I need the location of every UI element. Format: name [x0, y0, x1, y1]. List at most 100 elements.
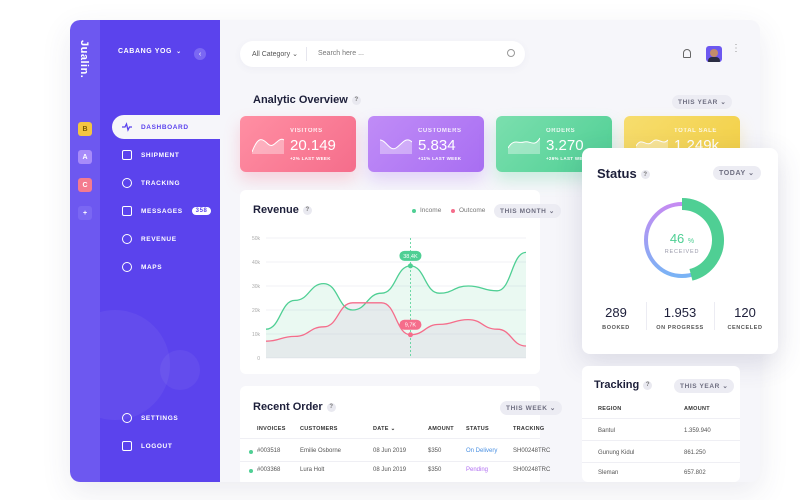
overview-range-dropdown[interactable]: THIS YEAR ⌄	[672, 95, 733, 109]
region-name: Sleman	[598, 470, 619, 476]
workspace-b[interactable]: B	[78, 122, 92, 136]
order-date: 08 Jun 2019	[373, 467, 407, 473]
order-amount: $350	[428, 448, 442, 454]
column-header-date[interactable]: DATE ⌄	[373, 426, 396, 432]
revenue-range-dropdown[interactable]: THIS MONTH ⌄	[494, 204, 561, 218]
column-header: REGION	[598, 406, 622, 412]
sidebar-item-messages[interactable]: MESSAGES 358	[112, 199, 220, 223]
help-icon[interactable]: ?	[302, 205, 312, 215]
add-workspace-button[interactable]: +	[78, 206, 92, 220]
data-label: 38,4K	[403, 254, 418, 260]
section-title: Analytic Overview	[253, 94, 348, 106]
recent-order-title: Recent Order?	[253, 401, 336, 413]
customers-card[interactable]: CUSTOMERS 5.834 +11% LAST WEEK	[368, 116, 484, 172]
table-row[interactable]: Gunung Kidul 861.250	[582, 440, 740, 462]
sidebar-item-label: LOGOUT	[141, 442, 173, 450]
divider	[240, 461, 540, 462]
sidebar-item-dashboard[interactable]: DASHBOARD	[112, 115, 220, 139]
received-percent: 46 %	[638, 231, 726, 246]
section-title: Status	[597, 166, 637, 181]
status-range-dropdown[interactable]: TODAY ⌄	[713, 166, 761, 180]
help-icon[interactable]: ?	[326, 402, 336, 412]
customer-name: Emilie Osborne	[300, 448, 342, 454]
workspace-c[interactable]: C	[78, 178, 92, 192]
collapse-sidebar-button[interactable]: ‹	[194, 48, 206, 60]
revenue-chart: 0 10k 20k 30k 40k 50k 38,4K 9,7K	[252, 236, 527, 362]
chevron-down-icon: ⌄	[176, 49, 182, 55]
section-title: Revenue	[253, 204, 299, 216]
canceled-label: CENCELED	[727, 325, 763, 331]
card-trend: +11% LAST WEEK	[418, 156, 462, 161]
avatar[interactable]	[706, 46, 722, 62]
category-label: All Category	[252, 51, 291, 58]
status-title: Status?	[597, 166, 650, 181]
legend-dot	[412, 208, 416, 213]
revenue-title: Revenue?	[253, 204, 312, 216]
column-header: CUSTOMERS	[300, 426, 338, 432]
logout-icon	[122, 441, 132, 451]
recent-order-panel	[240, 386, 540, 482]
visitors-card[interactable]: VISITORS 20.149 +2% LAST WEEK	[240, 116, 356, 172]
sidebar-item-revenue[interactable]: REVENUE	[112, 227, 220, 251]
on-progress-value: 1.953	[663, 305, 697, 320]
card-label: TOTAL SALE	[674, 128, 718, 134]
sidebar-item-settings[interactable]: SETTINGS	[112, 406, 220, 430]
customer-name: Lura Holt	[300, 467, 325, 473]
branch-selector[interactable]: CABANG YOG ⌄	[118, 48, 182, 55]
card-trend: +2% LAST WEEK	[290, 156, 331, 161]
percent-value: 46	[669, 231, 685, 246]
workspace-a[interactable]: A	[78, 150, 92, 164]
legend-label: Income	[420, 207, 442, 214]
series-line-income	[265, 251, 527, 330]
sidebar-item-shipment[interactable]: SHIPMENT	[112, 143, 220, 167]
legend-income: Income	[412, 207, 441, 214]
card-value: 5.834	[418, 137, 456, 154]
gear-icon	[122, 413, 132, 423]
table-row[interactable]: Bantul 1.359.940	[582, 418, 740, 440]
status-card: Status? TODAY ⌄ 46 % RECEIVED 289 BOOKED…	[582, 148, 778, 354]
region-name: Gunung Kidul	[598, 450, 635, 456]
help-icon[interactable]: ?	[640, 170, 650, 180]
sidebar-item-label: REVENUE	[141, 235, 177, 243]
data-label: 9,7K	[405, 323, 417, 329]
data-label-bg	[399, 319, 422, 330]
divider	[240, 438, 540, 439]
help-icon[interactable]: ?	[643, 380, 653, 390]
tracking-code: SH00248TRC	[513, 467, 551, 473]
card-label: CUSTOMERS	[418, 128, 462, 134]
search-bar: All Category ⌄ Search here ...	[240, 41, 525, 67]
sidebar-item-tracking[interactable]: TRACKING	[112, 171, 220, 195]
tracking-code: SH00248TRC	[513, 448, 551, 454]
table-row[interactable]: Sleman 657.802	[582, 462, 740, 484]
booked-label: BOOKED	[602, 325, 630, 331]
more-options-icon[interactable]: ⋮	[731, 43, 741, 54]
y-tick-label: 40k	[252, 260, 261, 266]
y-tick-label: 30k	[252, 284, 261, 290]
category-dropdown[interactable]: All Category ⌄	[252, 51, 298, 58]
donut-received-arc	[681, 198, 724, 281]
sidebar-item-label: SHIPMENT	[141, 151, 180, 159]
column-header: AMOUNT	[428, 426, 454, 432]
sidebar-item-label: TRACKING	[141, 179, 181, 187]
sidebar-item-logout[interactable]: LOGOUT	[112, 434, 220, 458]
orders-range-dropdown[interactable]: THIS WEEK ⌄	[500, 401, 562, 415]
region-amount: 861.250	[684, 450, 706, 456]
sidebar-item-label: MAPS	[141, 263, 163, 271]
help-icon[interactable]: ?	[351, 95, 361, 105]
order-date: 08 Jun 2019	[373, 448, 407, 454]
sparkline-icon	[380, 139, 412, 154]
decor-circle	[160, 350, 200, 390]
column-header: STATUS	[466, 426, 489, 432]
region-name: Bantul	[598, 428, 616, 434]
row-indicator	[249, 469, 253, 473]
card-value: 20.149	[290, 137, 336, 154]
messages-count-badge: 358	[191, 207, 212, 215]
sparkline-icon	[508, 137, 540, 154]
range-label: THIS WEEK	[506, 405, 548, 412]
search-icon[interactable]	[507, 49, 515, 57]
search-input[interactable]: Search here ...	[318, 50, 364, 57]
sidebar-item-maps[interactable]: MAPS	[112, 255, 220, 279]
tracking-range-dropdown[interactable]: THIS YEAR ⌄	[674, 379, 735, 393]
bell-icon[interactable]	[683, 49, 691, 58]
column-header: AMOUNT	[684, 406, 710, 412]
